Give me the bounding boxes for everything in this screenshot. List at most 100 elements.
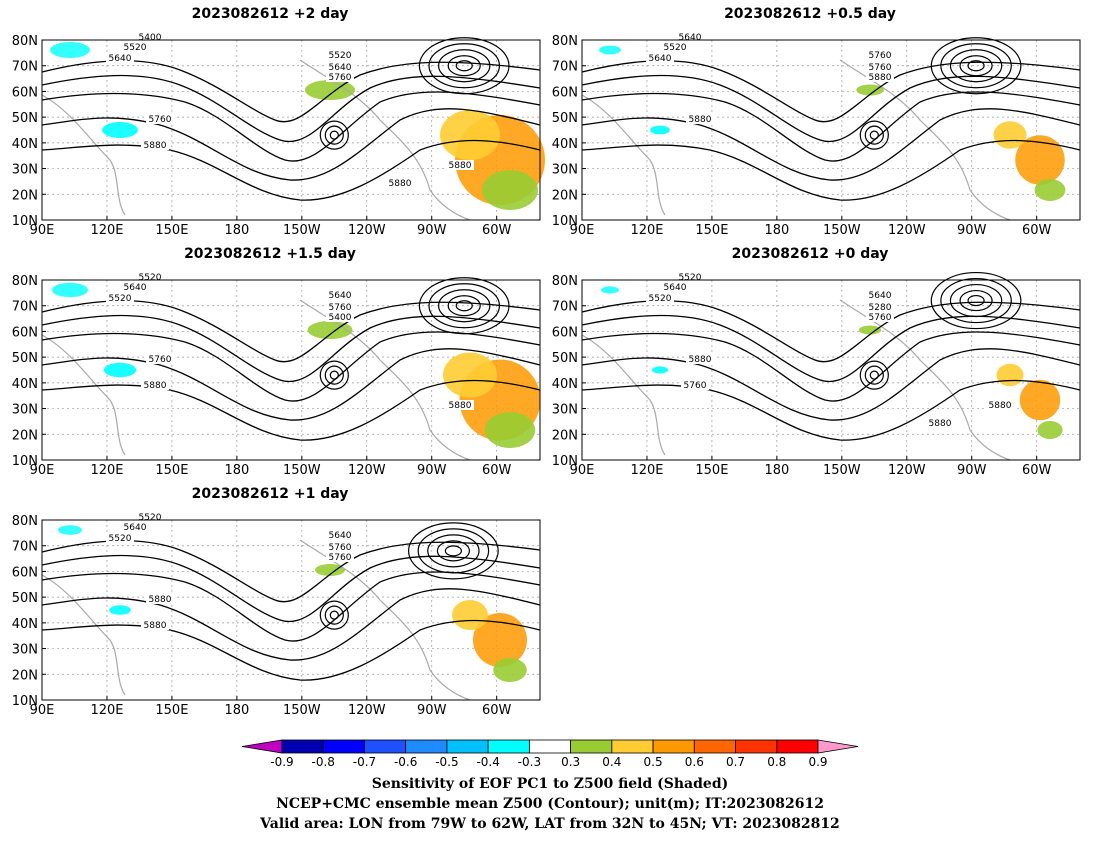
lat-tick-label: 80N: [12, 34, 38, 49]
caption-line-1: Sensitivity of EOF PC1 to Z500 field (Sh…: [371, 776, 729, 792]
coastline-asia: [41, 334, 126, 456]
sensitivity-shading: [858, 325, 882, 335]
closed-contour: [864, 365, 884, 385]
contour-label: 5880: [449, 161, 472, 171]
contour-label-bg: [326, 62, 354, 72]
low-center-contour: [428, 43, 501, 89]
low-center-contour: [967, 294, 985, 307]
colorbar-label: -0.5: [435, 755, 458, 769]
contour-label-bg: [686, 354, 714, 364]
z500-contour: [581, 300, 1081, 363]
low-center-contour: [949, 283, 1003, 318]
z500-contour: [41, 300, 541, 363]
closed-contour: [329, 610, 339, 620]
coastline-north-america: [299, 59, 471, 221]
sensitivity-shading: [1019, 379, 1061, 421]
sensitivity-shading: [1015, 135, 1065, 185]
lon-tick-label: 90W: [957, 223, 987, 238]
lat-tick-label: 80N: [12, 514, 38, 529]
contour-label-bg: [136, 32, 164, 42]
lon-tick-label: 150E: [695, 463, 728, 478]
z500-contour: [581, 348, 1081, 421]
coastline-asia: [41, 94, 126, 216]
lat-tick-label: 70N: [552, 300, 578, 315]
contour-label: 5640: [124, 283, 147, 293]
sensitivity-shading: [305, 80, 355, 100]
contour-label-bg: [141, 620, 169, 630]
contour-label-bg: [866, 72, 894, 82]
lat-tick-label: 20N: [12, 188, 38, 203]
contour-label: 5760: [329, 553, 352, 563]
contour-label: 5280: [869, 303, 892, 313]
contour-label: 5760: [329, 543, 352, 553]
sensitivity-shading: [52, 282, 88, 298]
sensitivity-shading: [601, 286, 619, 294]
contour-label-bg: [326, 542, 354, 552]
lat-tick-label: 40N: [12, 617, 38, 632]
sensitivity-shading: [109, 605, 131, 615]
lon-tick-label: 150W: [283, 223, 321, 238]
low-center-contour: [444, 545, 462, 557]
closed-contour: [324, 125, 344, 145]
contour-label: 5880: [689, 115, 712, 125]
sensitivity-shading: [482, 170, 538, 210]
sensitivity-shading: [599, 45, 621, 55]
low-center-contour: [417, 528, 490, 574]
closed-contour: [324, 605, 344, 625]
contour-label: 5640: [109, 54, 132, 64]
contour-label: 5760: [684, 381, 707, 391]
lat-tick-label: 70N: [12, 540, 38, 555]
z500-contour: [581, 139, 1081, 201]
colorbar-min-arrow: [241, 739, 283, 754]
low-center-contour: [930, 37, 1022, 95]
colorbar-bin: [322, 739, 365, 754]
lat-tick-label: 80N: [12, 274, 38, 289]
contour-label-bg: [106, 293, 134, 303]
z500-contour: [41, 60, 541, 123]
lon-tick-label: 60W: [482, 223, 512, 238]
lon-tick-label: 60W: [482, 703, 512, 718]
low-center-contour: [959, 55, 993, 77]
plot-frame: [41, 519, 541, 701]
low-center-contour: [940, 43, 1012, 89]
contour-label-bg: [106, 533, 134, 543]
contour-label: 5520: [139, 273, 162, 283]
coastline-asia: [41, 574, 126, 696]
low-center-contour: [438, 49, 491, 83]
z500-contour: [41, 540, 541, 603]
sensitivity-shading: [996, 363, 1024, 387]
lon-tick-label: 120W: [888, 463, 926, 478]
lat-tick-label: 60N: [552, 325, 578, 340]
plot-frame: [41, 39, 541, 221]
closed-contour: [864, 125, 884, 145]
lon-tick-label: 120W: [348, 223, 386, 238]
lat-tick-label: 10N: [552, 214, 578, 229]
contour-label: 5520: [139, 513, 162, 523]
z500-contour: [41, 619, 541, 681]
closed-contour: [319, 360, 349, 390]
colorbar-label: -0.4: [476, 755, 499, 769]
contour-label-bg: [326, 302, 354, 312]
map-panel-plus-1-day: 2023082612 +1 day 5520 5640 5520 5640 5760 57…: [0, 480, 541, 720]
contour-label-bg: [386, 178, 414, 188]
lat-tick-label: 30N: [12, 643, 38, 658]
low-center-contour: [418, 37, 510, 95]
contour-label-bg: [646, 293, 674, 303]
colorbar-label: 0.4: [602, 755, 621, 769]
lon-tick-label: 90E: [30, 703, 55, 718]
lon-tick-label: 90E: [570, 223, 595, 238]
low-center-contour: [949, 49, 1003, 83]
contour-label-bg: [661, 282, 689, 292]
map-panel-plus-2-day: 2023082612 +2 day 5400 5520 5640 5520 5640 57…: [0, 0, 545, 240]
lon-tick-label: 60W: [1022, 223, 1052, 238]
lat-tick-label: 50N: [552, 111, 578, 126]
sensitivity-shading: [58, 525, 82, 535]
colorbar: -0.9 -0.8 -0.7 -0.6 -0.5 -0.4 -0.3 0.3 0.4 0.5 0.6…: [241, 739, 859, 769]
low-center-contour: [930, 271, 1022, 330]
lon-tick-label: 150W: [823, 463, 861, 478]
contour-label: 5400: [329, 313, 352, 323]
colorbar-max-arrow: [817, 739, 859, 754]
